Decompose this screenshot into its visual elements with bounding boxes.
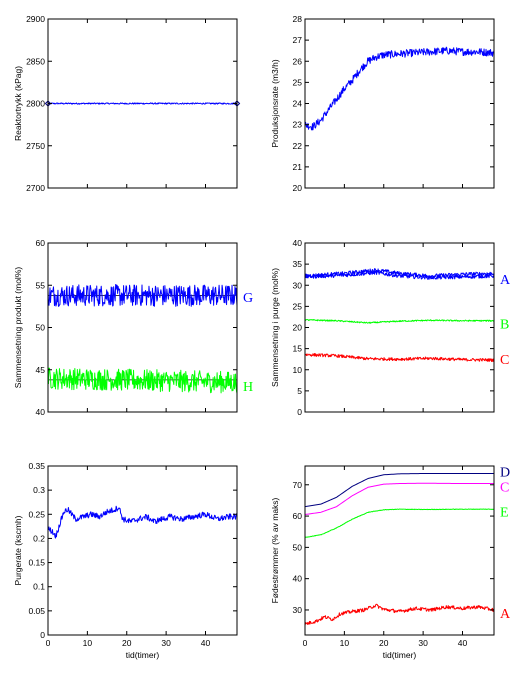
y-tick-label: 20 (293, 323, 303, 333)
chart-panel-2: 20 21 22 23 24 25 26 27 28 Produksjonsrate (m3/h) (270, 14, 495, 193)
chart-panel-6: 30 40 50 60 70 0 10 20 30 40 Fødestrømmer (% av ma… (270, 465, 511, 660)
axes-frame (304, 242, 495, 413)
x-tick-label: 30 (418, 638, 428, 648)
x-tick-label: 20 (379, 638, 389, 648)
x-tick-label: 20 (122, 638, 132, 648)
chart-panel-1: 2700 2750 2800 2850 2900 Reaktortrykk (kPag) (13, 14, 241, 193)
series-label-g: G (243, 291, 253, 306)
series-line (47, 505, 238, 539)
y-tick-label: 0.2 (33, 533, 45, 543)
x-tick-label: 0 (46, 638, 51, 648)
axes-frame (304, 465, 495, 636)
y-tick-label: 20 (293, 183, 303, 193)
y-tick-label: 30 (293, 605, 303, 615)
series-label-c: C (500, 353, 509, 368)
y-tick-label: 55 (36, 280, 46, 290)
y-tick-label: 26 (293, 56, 303, 66)
y-tick-label: 22 (293, 141, 303, 151)
chart-panel-3: 40 45 50 55 60 Sammensetning produkt (mol%) G H (13, 238, 253, 417)
series-label-e: E (500, 505, 509, 520)
y-tick-label: 0.15 (28, 558, 45, 568)
y-axis-label: Reaktortrykk (kPag) (13, 66, 23, 141)
y-tick-label: 0 (297, 407, 302, 417)
x-axis-label: tid(timer) (126, 650, 160, 660)
y-tick-label: 40 (36, 407, 46, 417)
x-tick-label: 40 (458, 638, 468, 648)
y-tick-label: 40 (293, 238, 303, 248)
y-axis-label: Purgerate (kscmh) (13, 515, 23, 585)
y-tick-label: 25 (293, 301, 303, 311)
x-tick-label: 30 (161, 638, 171, 648)
series-line-h (47, 367, 238, 394)
y-tick-label: 28 (293, 14, 303, 24)
y-tick-label: 0.05 (28, 606, 45, 616)
y-tick-label: 2750 (26, 141, 45, 151)
x-tick-label: 10 (83, 638, 93, 648)
series-label-h: H (243, 380, 253, 395)
series-label-a: A (500, 273, 511, 288)
x-tick-label: 10 (340, 638, 350, 648)
series-line-d (304, 473, 494, 508)
series-label-d: D (500, 466, 510, 481)
series-line-e (304, 508, 495, 538)
y-tick-label: 15 (293, 344, 303, 354)
series-label-a: A (500, 607, 511, 622)
y-tick-label: 2800 (26, 99, 45, 109)
series-line-c (304, 353, 495, 362)
y-tick-label: 30 (293, 280, 303, 290)
y-tick-label: 50 (36, 323, 46, 333)
y-tick-label: 0.25 (28, 509, 45, 519)
y-tick-label: 45 (36, 365, 46, 375)
axes-frame (47, 465, 238, 636)
y-tick-label: 0.1 (33, 582, 45, 592)
y-axis-label: Sammensetning i purge (mol%) (270, 268, 280, 387)
y-tick-label: 5 (297, 386, 302, 396)
series-line-a (304, 603, 495, 626)
chart-panel-5: 0 0.05 0.1 0.15 0.2 0.25 0.3 0.35 0 10 20 30 40 Purge… (13, 461, 238, 660)
series-label-c: C (500, 480, 509, 495)
y-tick-label: 0.35 (28, 461, 45, 471)
series-label-b: B (500, 317, 509, 332)
data-point-marker (233, 100, 241, 107)
x-tick-label: 0 (303, 638, 308, 648)
y-tick-label: 70 (293, 480, 303, 490)
series-line (47, 102, 238, 105)
y-tick-label: 2850 (26, 56, 45, 66)
x-tick-label: 40 (201, 638, 211, 648)
y-axis-label: Produksjonsrate (m3/h) (270, 59, 280, 148)
y-axis-label: Sammensetning produkt (mol%) (13, 267, 23, 389)
y-axis-label: Fødestrømmer (% av maks) (270, 497, 280, 603)
series-line (304, 46, 495, 131)
series-line-b (304, 318, 495, 324)
y-tick-label: 25 (293, 77, 303, 87)
y-tick-label: 50 (293, 542, 303, 552)
y-tick-label: 0.3 (33, 485, 45, 495)
y-tick-label: 2900 (26, 14, 45, 24)
y-tick-label: 21 (293, 162, 303, 172)
y-tick-label: 2700 (26, 183, 45, 193)
y-tick-label: 35 (293, 259, 303, 269)
y-tick-label: 24 (293, 99, 303, 109)
y-tick-label: 27 (293, 35, 303, 45)
y-tick-label: 0 (40, 630, 45, 640)
series-line-a (304, 270, 495, 280)
y-tick-label: 60 (293, 511, 303, 521)
y-tick-label: 60 (36, 238, 46, 248)
y-tick-label: 23 (293, 120, 303, 130)
y-tick-label: 10 (293, 365, 303, 375)
series-line-c (304, 482, 494, 516)
y-tick-label: 40 (293, 574, 303, 584)
series-line-g (47, 283, 238, 307)
x-axis-label: tid(timer) (383, 650, 417, 660)
chart-panel-4: 0 5 10 15 20 25 30 35 40 Sammensetning i purge (m… (270, 238, 511, 417)
